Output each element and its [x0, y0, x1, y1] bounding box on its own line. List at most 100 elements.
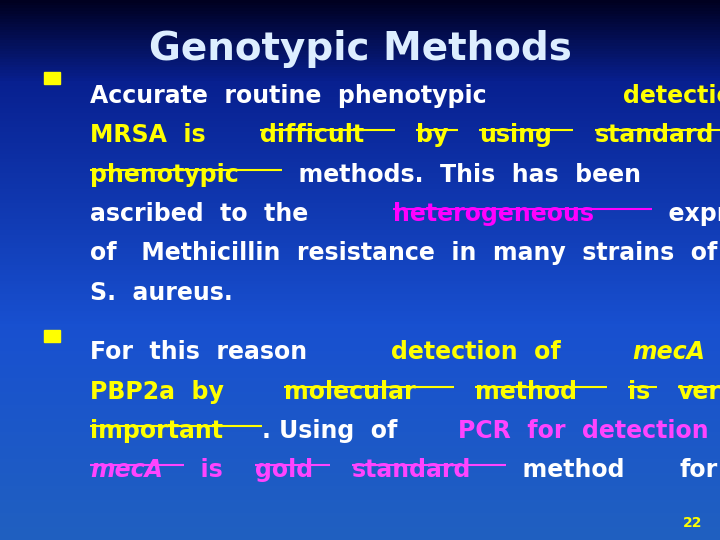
Bar	[0, 332, 720, 335]
Bar	[0, 122, 720, 124]
Bar	[0, 216, 720, 219]
Bar	[0, 478, 720, 481]
Text: phenotypic: phenotypic	[90, 163, 239, 186]
Bar	[0, 130, 720, 132]
Bar	[0, 408, 720, 410]
Text: expression: expression	[652, 202, 720, 226]
Text: method: method	[505, 458, 641, 482]
Text: mecA: mecA	[631, 340, 705, 364]
Bar	[0, 319, 720, 321]
Bar	[0, 321, 720, 324]
Bar	[0, 521, 720, 524]
Bar	[0, 354, 720, 356]
Bar	[0, 381, 720, 383]
Text: method: method	[475, 380, 577, 403]
Bar	[0, 181, 720, 184]
Bar	[0, 505, 720, 508]
Bar	[0, 392, 720, 394]
Bar	[0, 184, 720, 186]
Bar	[0, 189, 720, 192]
Bar	[0, 154, 720, 157]
Bar	[0, 59, 720, 62]
Bar	[0, 54, 720, 57]
Bar	[0, 418, 720, 421]
Bar	[0, 78, 720, 81]
Bar	[0, 119, 720, 122]
Bar	[44, 72, 60, 84]
Text: gold: gold	[256, 458, 313, 482]
Bar	[0, 208, 720, 211]
Bar	[0, 513, 720, 516]
Bar	[0, 235, 720, 238]
Bar	[0, 192, 720, 194]
Bar	[0, 338, 720, 340]
Bar	[0, 246, 720, 248]
Bar	[0, 500, 720, 502]
Bar	[0, 508, 720, 510]
Bar	[0, 62, 720, 65]
Bar	[0, 89, 720, 92]
Bar	[0, 138, 720, 140]
Text: detection  of: detection of	[623, 84, 720, 107]
Bar	[0, 470, 720, 472]
Text: mecA: mecA	[90, 458, 163, 482]
Bar	[0, 116, 720, 119]
Bar	[0, 472, 720, 475]
Bar	[0, 316, 720, 319]
Bar	[0, 3, 720, 5]
Bar	[0, 348, 720, 351]
Bar	[0, 86, 720, 89]
Bar	[0, 386, 720, 389]
Bar	[0, 51, 720, 54]
Bar	[0, 143, 720, 146]
Bar	[0, 427, 720, 429]
Text: standard: standard	[351, 458, 471, 482]
Bar	[0, 537, 720, 540]
Bar	[0, 265, 720, 267]
Bar	[0, 475, 720, 478]
Bar	[0, 230, 720, 232]
Text: by: by	[416, 123, 449, 147]
Bar	[0, 340, 720, 343]
Bar	[0, 329, 720, 332]
Bar	[0, 165, 720, 167]
Bar	[0, 516, 720, 518]
Bar	[0, 324, 720, 327]
Bar	[0, 275, 720, 278]
Bar	[0, 5, 720, 8]
Bar	[0, 197, 720, 200]
Bar	[0, 462, 720, 464]
Bar	[0, 232, 720, 235]
Bar	[0, 278, 720, 281]
Bar	[0, 140, 720, 143]
Bar	[0, 40, 720, 43]
Bar	[0, 362, 720, 364]
Bar	[0, 327, 720, 329]
Bar	[0, 221, 720, 224]
Bar	[0, 70, 720, 73]
Bar	[0, 259, 720, 262]
Bar	[0, 467, 720, 470]
Bar	[0, 224, 720, 227]
Text: MRSA  is: MRSA is	[90, 123, 222, 147]
Bar	[0, 281, 720, 284]
Bar	[0, 35, 720, 38]
Text: using: using	[480, 123, 552, 147]
Bar	[0, 49, 720, 51]
Bar	[0, 248, 720, 251]
Bar	[0, 483, 720, 486]
Bar	[0, 262, 720, 265]
Bar	[0, 176, 720, 178]
Bar	[0, 526, 720, 529]
Bar	[0, 389, 720, 392]
Bar	[0, 22, 720, 24]
Bar	[0, 359, 720, 362]
Bar	[0, 11, 720, 14]
Bar	[0, 46, 720, 49]
Text: of   Methicillin  resistance  in  many  strains  of: of Methicillin resistance in many strain…	[90, 241, 717, 265]
Bar	[0, 356, 720, 359]
Bar	[0, 502, 720, 505]
Bar	[0, 162, 720, 165]
Bar	[0, 124, 720, 127]
Bar	[0, 286, 720, 289]
